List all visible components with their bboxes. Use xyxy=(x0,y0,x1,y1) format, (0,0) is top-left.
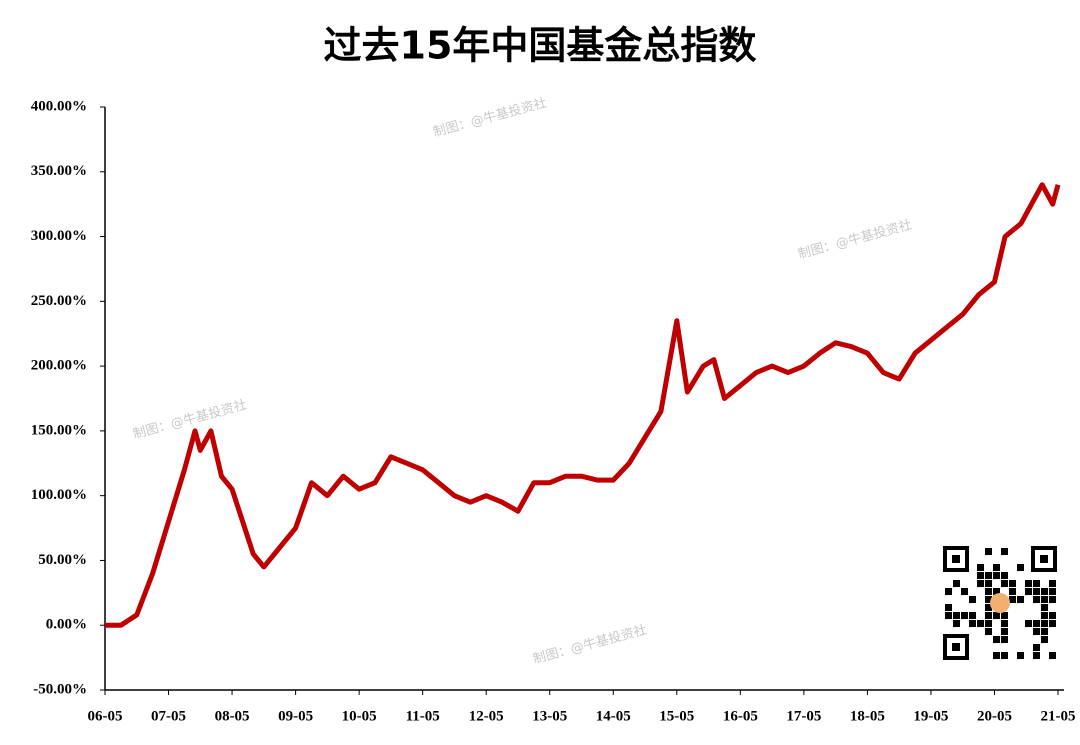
y-tick-label: 350.00% xyxy=(31,163,87,179)
watermark: 制图：@牛基投资社 xyxy=(131,397,248,443)
x-tick-label: 12-05 xyxy=(469,708,504,724)
qr-code xyxy=(943,546,1057,660)
line-series xyxy=(105,182,1061,628)
x-tick-label: 16-05 xyxy=(723,708,758,724)
chart-title: 过去15年中国基金总指数 xyxy=(324,24,757,68)
x-tick-label: 18-05 xyxy=(850,708,885,724)
x-tick-label: 19-05 xyxy=(913,708,948,724)
x-tick-label: 08-05 xyxy=(215,708,250,724)
x-tick-label: 14-05 xyxy=(596,708,631,724)
x-tick-label: 10-05 xyxy=(342,708,377,724)
watermark: 制图：@牛基投资社 xyxy=(431,95,548,141)
x-tick-label: 20-05 xyxy=(977,708,1012,724)
x-tick-label: 21-05 xyxy=(1041,708,1076,724)
x-tick-label: 07-05 xyxy=(151,708,186,724)
x-tick-label: 09-05 xyxy=(278,708,313,724)
y-tick-label: 50.00% xyxy=(38,552,87,568)
watermark: 制图：@牛基投资社 xyxy=(531,622,648,668)
x-tick-label: 11-05 xyxy=(406,708,440,724)
watermark: 制图：@牛基投资社 xyxy=(796,217,913,263)
y-tick-label: 100.00% xyxy=(31,487,87,503)
y-tick-label: 300.00% xyxy=(31,228,87,244)
x-tick-label: 06-05 xyxy=(88,708,123,724)
y-tick-label: -50.00% xyxy=(33,681,87,697)
y-tick-label: 0.00% xyxy=(46,617,87,633)
y-tick-label: 400.00% xyxy=(31,98,87,114)
y-tick-label: 200.00% xyxy=(31,358,87,374)
y-tick-label: 250.00% xyxy=(31,293,87,309)
x-tick-label: 13-05 xyxy=(532,708,567,724)
y-tick-label: 150.00% xyxy=(31,422,87,438)
x-tick-label: 15-05 xyxy=(659,708,694,724)
x-tick-label: 17-05 xyxy=(786,708,821,724)
